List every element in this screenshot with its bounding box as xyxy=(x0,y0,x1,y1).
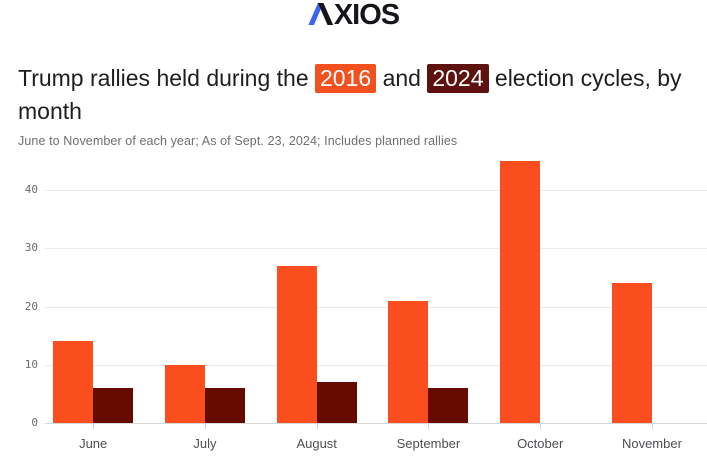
y-axis-tick-label: 20 xyxy=(24,299,38,313)
x-axis-label-july: July xyxy=(193,436,217,451)
y-axis-tick-label: 10 xyxy=(24,357,38,371)
chart-subtitle: June to November of each year; As of Sep… xyxy=(18,134,458,148)
gridline-y-0 xyxy=(45,423,707,424)
bar-2016-july xyxy=(164,364,205,423)
axios-wordmark-text: XIOS xyxy=(333,0,400,31)
y-axis-tick-label: 30 xyxy=(24,241,38,255)
x-axis-tick xyxy=(540,424,542,429)
bar-2016-november xyxy=(611,283,652,423)
gridline-y-20 xyxy=(45,306,707,308)
chart-title: Trump rallies held during the 2016 and 2… xyxy=(18,62,698,128)
bar-2016-october xyxy=(500,160,541,423)
x-axis-label-november: November xyxy=(621,436,682,451)
bar-2016-june xyxy=(53,341,94,423)
title-suffix: election cycles, by xyxy=(488,65,682,91)
title-year-2016-highlight: 2016 xyxy=(315,64,377,93)
y-axis-tick-label: 40 xyxy=(24,183,38,196)
title-prefix: Trump rallies held during the xyxy=(18,65,316,91)
x-axis-tick xyxy=(428,424,430,429)
x-axis-tick xyxy=(93,424,95,429)
gridline-y-30 xyxy=(45,248,707,250)
x-axis-label-october: October xyxy=(517,436,564,451)
bar-2024-june xyxy=(93,388,134,423)
y-axis-tick-label: 0 xyxy=(31,416,38,429)
x-axis-label-september: September xyxy=(396,436,461,451)
gridline-y-10 xyxy=(45,364,707,366)
x-axis-label-august: August xyxy=(296,436,337,451)
title-middle: and xyxy=(376,65,428,91)
bar-2024-july xyxy=(204,388,245,423)
title-line2: month xyxy=(18,98,82,124)
x-axis-tick xyxy=(204,424,206,429)
axios-logo: XIOS xyxy=(307,0,400,31)
title-year-2024-highlight: 2024 xyxy=(427,64,489,93)
bar-chart: 0 10 20 30 40 June July August September October N… xyxy=(0,150,707,469)
axios-logo-a-icon xyxy=(307,3,333,25)
x-axis-label-june: June xyxy=(79,436,108,451)
bar-2016-september xyxy=(388,300,429,423)
bar-2024-august xyxy=(316,382,357,423)
logo-a-right-stroke xyxy=(317,3,333,25)
x-axis-tick xyxy=(316,424,318,429)
bar-2024-september xyxy=(428,388,469,423)
logo-a-left-stroke xyxy=(307,3,323,25)
x-axis-tick xyxy=(651,424,653,429)
gridline-y-40 xyxy=(45,190,707,191)
bar-2016-august xyxy=(276,265,317,423)
